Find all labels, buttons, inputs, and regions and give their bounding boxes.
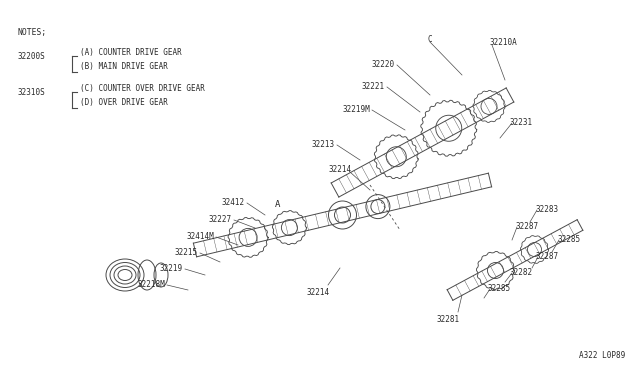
Text: 32213: 32213: [312, 140, 335, 149]
Text: 32210A: 32210A: [490, 38, 518, 47]
Text: (D) OVER DRIVE GEAR: (D) OVER DRIVE GEAR: [80, 98, 168, 107]
Text: 32310S: 32310S: [18, 88, 45, 97]
Text: 32283: 32283: [535, 205, 558, 214]
Text: 32227: 32227: [209, 215, 232, 224]
Text: C: C: [428, 35, 432, 44]
Text: (B) MAIN DRIVE GEAR: (B) MAIN DRIVE GEAR: [80, 62, 168, 71]
Text: 32282: 32282: [510, 268, 533, 277]
Text: 32219: 32219: [160, 264, 183, 273]
Text: (A) COUNTER DRIVE GEAR: (A) COUNTER DRIVE GEAR: [80, 48, 182, 57]
Text: 32281: 32281: [436, 315, 460, 324]
Text: 32287: 32287: [515, 222, 538, 231]
Text: 32285: 32285: [557, 235, 580, 244]
Text: 32215: 32215: [175, 248, 198, 257]
Text: A: A: [275, 200, 281, 209]
Text: 32287: 32287: [536, 252, 559, 261]
Text: 32220: 32220: [372, 60, 395, 69]
Text: 32219M: 32219M: [342, 105, 370, 114]
Text: 32231: 32231: [510, 118, 533, 127]
Text: 32221: 32221: [362, 82, 385, 91]
Text: 32285: 32285: [488, 284, 511, 293]
Text: A322 L0P89: A322 L0P89: [579, 351, 625, 360]
Text: 32214: 32214: [328, 165, 351, 174]
Text: NOTES;: NOTES;: [18, 28, 47, 37]
Text: (C) COUNTER OVER DRIVE GEAR: (C) COUNTER OVER DRIVE GEAR: [80, 84, 205, 93]
Text: 32214: 32214: [307, 288, 330, 297]
Text: 32200S: 32200S: [18, 52, 45, 61]
Text: 32412: 32412: [222, 198, 245, 207]
Text: 32218M: 32218M: [137, 280, 165, 289]
Text: 32414M: 32414M: [186, 232, 214, 241]
